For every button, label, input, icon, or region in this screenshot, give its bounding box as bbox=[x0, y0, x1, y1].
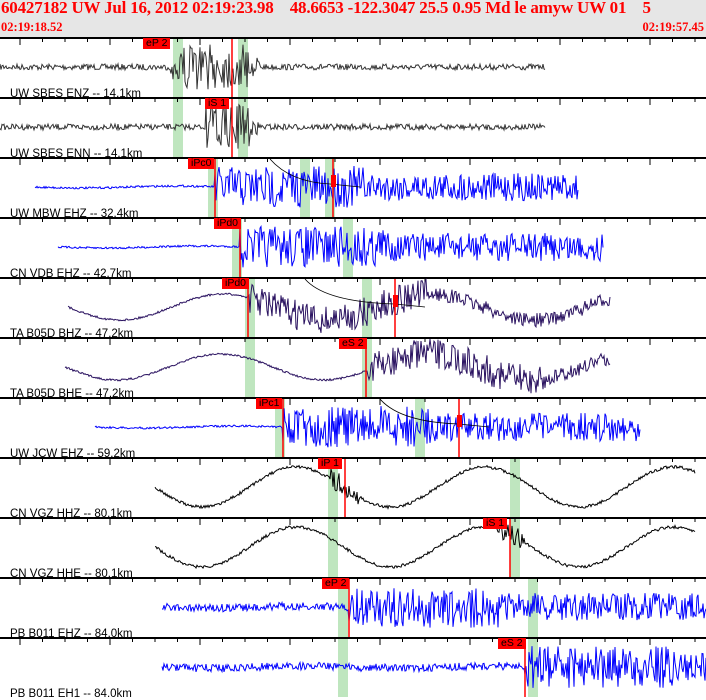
phase-pick-label[interactable]: eP 2 bbox=[143, 38, 171, 49]
waveform-plot bbox=[0, 277, 706, 337]
waveform-trace bbox=[0, 103, 546, 149]
pick-window-band bbox=[300, 157, 310, 217]
pick-window-band bbox=[328, 457, 338, 517]
waveform-trace bbox=[154, 464, 696, 510]
pick-window-band bbox=[510, 457, 520, 517]
pick-window-band bbox=[528, 577, 538, 637]
channel-label: PB B011 EH1 -- 84.0km bbox=[10, 688, 132, 700]
waveform-plot bbox=[0, 517, 706, 577]
phase-pick-label[interactable]: iPd0 bbox=[222, 278, 250, 289]
channel-panel[interactable]: eP 2 UW SBES ENZ -- 14.1km bbox=[0, 37, 706, 100]
channel-panel[interactable]: iS 1 UW SBES ENN -- 14.1km bbox=[0, 97, 706, 160]
phase-pick-label[interactable]: eS 2 bbox=[498, 638, 526, 649]
waveform-plot bbox=[0, 37, 706, 97]
channel-panel[interactable]: iPd0 TA B05D BHZ -- 47.2km bbox=[0, 277, 706, 340]
waveform-plot bbox=[0, 397, 706, 457]
pick-window-band bbox=[245, 337, 255, 397]
phase-pick-label[interactable]: iPc0 bbox=[188, 158, 215, 169]
pick-window-band bbox=[173, 37, 183, 97]
coda-decay-curve bbox=[304, 278, 426, 308]
end-time: 02:19:57.45 bbox=[642, 20, 704, 34]
phase-pick-label[interactable]: iPc1 bbox=[256, 398, 283, 409]
channel-panel[interactable]: eS 2 PB B011 EH1 -- 84.0km bbox=[0, 637, 706, 700]
coda-marker-box bbox=[457, 415, 462, 427]
pick-window-band bbox=[415, 397, 425, 457]
pick-window-band bbox=[328, 517, 338, 577]
coda-marker-box bbox=[393, 295, 398, 307]
waveform-trace bbox=[67, 277, 611, 333]
waveform-trace bbox=[161, 588, 706, 628]
phase-pick-label[interactable]: iS 1 bbox=[483, 518, 508, 529]
pick-window-band bbox=[362, 277, 372, 337]
channel-panel[interactable]: iPc0 UW MBW EHZ -- 32.4km bbox=[0, 157, 706, 220]
pick-window-band bbox=[338, 637, 348, 697]
waveform-plot bbox=[0, 457, 706, 517]
waveform-plot bbox=[0, 97, 706, 157]
phase-pick-label[interactable]: iS 1 bbox=[205, 98, 230, 109]
waveform-plot bbox=[0, 157, 706, 217]
event-header: 60427182 UW Jul 16, 2012 02:19:23.98 48.… bbox=[0, 0, 706, 37]
phase-pick-label[interactable]: eS 2 bbox=[339, 338, 367, 349]
waveform-trace bbox=[94, 406, 641, 448]
pick-window-band bbox=[362, 337, 372, 397]
pick-window-band bbox=[510, 517, 520, 577]
phase-pick-label[interactable]: eP 2 bbox=[322, 578, 350, 589]
waveform-trace bbox=[154, 521, 696, 570]
waveform-trace bbox=[34, 165, 579, 208]
channel-panel[interactable]: iPc1 UW JCW EHZ -- 59.2km bbox=[0, 397, 706, 460]
waveform-plot bbox=[0, 577, 706, 637]
channel-panel[interactable]: iPd0 CN VDB EHZ -- 42.7km bbox=[0, 217, 706, 280]
waveform-trace bbox=[161, 646, 706, 688]
phase-pick-label[interactable]: iP 1 bbox=[318, 458, 342, 469]
channel-panel[interactable]: eP 2 PB B011 EHZ -- 84.0km bbox=[0, 577, 706, 640]
seismogram-panels: eP 2 UW SBES ENZ -- 14.1km iS 1 UW SBES ENN… bbox=[0, 37, 706, 700]
coda-decay-curve bbox=[269, 158, 361, 188]
coda-marker-box bbox=[331, 175, 336, 187]
waveform-trace bbox=[57, 225, 604, 268]
pick-window-band bbox=[173, 97, 183, 157]
pick-window-band bbox=[238, 97, 248, 157]
phase-pick-label[interactable]: iPd0 bbox=[214, 218, 242, 229]
pick-window-band bbox=[275, 397, 285, 457]
waveform-trace bbox=[0, 44, 546, 90]
waveform-trace bbox=[64, 338, 611, 394]
coda-decay-curve bbox=[379, 398, 490, 428]
event-title: 60427182 UW Jul 16, 2012 02:19:23.98 48.… bbox=[1, 0, 651, 17]
pick-window-band bbox=[238, 37, 248, 97]
channel-panel[interactable]: iS 1 CN VGZ HHE -- 80.1km bbox=[0, 517, 706, 580]
channel-panel[interactable]: iP 1 CN VGZ HHZ -- 80.1km bbox=[0, 457, 706, 520]
start-time: 02:19:18.52 bbox=[1, 20, 63, 34]
channel-panel[interactable]: eS 2 TA B05D BHE -- 47.2km bbox=[0, 337, 706, 400]
